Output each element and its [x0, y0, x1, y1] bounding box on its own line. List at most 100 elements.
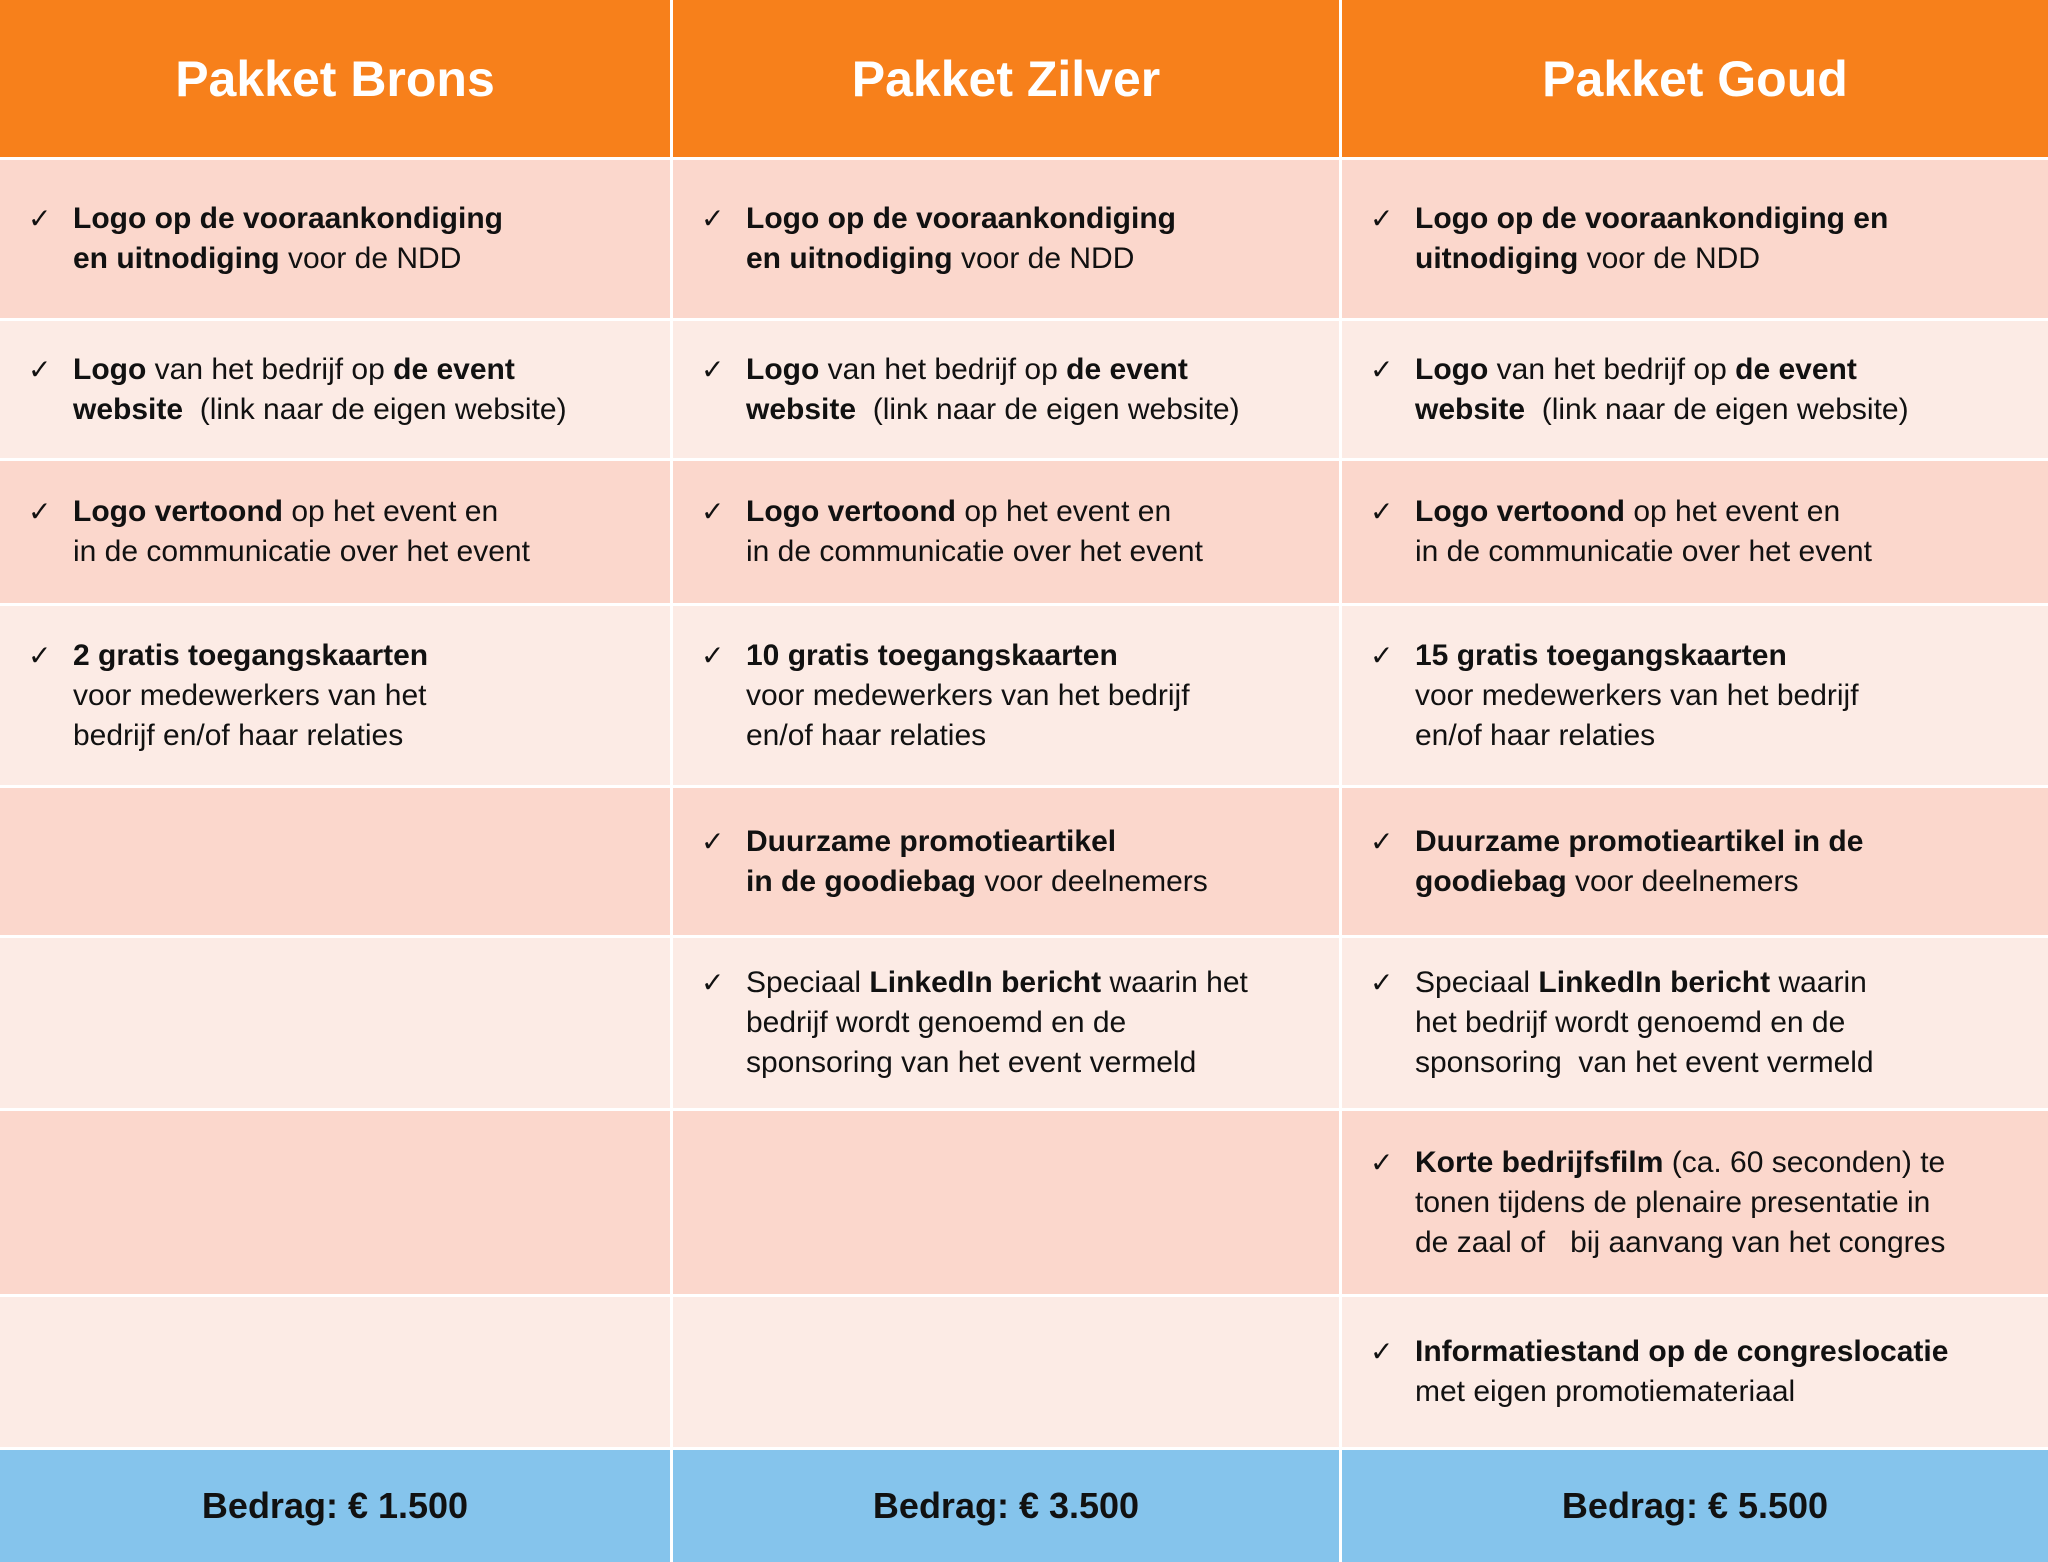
feature-cell: ✓ Logo op de vooraankondiging en uitnodigi… [673, 160, 1339, 318]
feature-line: ✓ Duurzame promotieartikel [701, 822, 1339, 862]
feature-text: website [73, 392, 184, 426]
feature-line: website (link naar de eigen website) [73, 390, 670, 430]
feature-cell [0, 938, 670, 1108]
feature-cell: ✓ Logo op de vooraankondiging en uitnodigi… [0, 160, 670, 318]
checkmark: ✓ [1370, 203, 1394, 234]
feature-cell: ✓ Logo vertoond op het event en in de comm… [1342, 461, 2048, 603]
feature-text: van het bedrijf op [146, 352, 394, 386]
checkmark: ✓ [701, 967, 725, 998]
feature-text: Speciaal [1415, 966, 1539, 999]
feature-line: en/of haar relaties [1415, 716, 2048, 756]
checkmark: ✓ [28, 353, 52, 385]
feature-line: en uitnodiging voor de NDD [73, 239, 670, 279]
feature-text: (ca. 60 seconden) te [1663, 1145, 1946, 1179]
feature-text: (link naar de eigen website) [1525, 392, 1909, 426]
feature-line: ✓ Logo vertoond op het event en [1370, 492, 2048, 532]
feature-text: (link naar de eigen website) [183, 392, 567, 426]
feature-text: in de communicatie over het event [1415, 535, 1872, 568]
checkmark: ✓ [1370, 639, 1394, 671]
feature-cell [673, 1111, 1339, 1294]
feature-text: voor deelnemers [1566, 864, 1799, 898]
feature-line: website (link naar de eigen website) [746, 390, 1339, 430]
feature-text: voor de NDD [1578, 242, 1761, 275]
feature-line: in de goodiebag voor deelnemers [746, 862, 1339, 902]
feature-text: de event [393, 352, 515, 386]
feature-text: Korte bedrijfsfilm [1415, 1145, 1664, 1179]
feature-cell: ✓ Logo van het bedrijf op de event website… [0, 321, 670, 458]
feature-text: en uitnodiging [746, 242, 953, 275]
feature-text: waarin [1770, 966, 1867, 999]
feature-line: voor medewerkers van het bedrijf [1415, 676, 2048, 716]
feature-text: goodiebag [1415, 864, 1567, 898]
feature-cell: ✓ Duurzame promotieartikel in de goodiebag… [673, 788, 1339, 935]
feature-cell: ✓ Speciaal LinkedIn bericht waarin het bed… [1342, 938, 2048, 1108]
feature-cell: ✓ Logo vertoond op het event en in de comm… [0, 461, 670, 603]
feature-line: bedrijf wordt genoemd en de [746, 1003, 1339, 1043]
feature-line: en/of haar relaties [746, 716, 1339, 756]
feature-line: ✓ Logo van het bedrijf op de event [1370, 350, 2048, 390]
feature-text: met eigen promotiemateriaal [1415, 1375, 1796, 1408]
feature-line: ✓ 2 gratis toegangskaarten [28, 636, 670, 676]
feature-text: sponsoring van het event vermeld [746, 1046, 1197, 1079]
feature-cell: ✓ Informatiestand op de congreslocatie met… [1342, 1297, 2048, 1447]
feature-cell: ✓ Korte bedrijfsfilm (ca. 60 seconden) te… [1342, 1111, 2048, 1294]
feature-text: Logo [746, 352, 820, 386]
checkmark: ✓ [701, 825, 725, 857]
feature-line: bedrijf en/of haar relaties [73, 716, 670, 756]
feature-text: voor de NDD [952, 242, 1135, 275]
feature-text: Duurzame promotieartikel [746, 824, 1117, 858]
feature-cell: ✓ Speciaal LinkedIn bericht waarin het bed… [673, 938, 1339, 1108]
feature-text: sponsoring van het event vermeld [1415, 1046, 1874, 1079]
price: Bedrag: € 3.500 [673, 1450, 1339, 1562]
feature-text: het bedrijf wordt genoemd en de [1415, 1006, 1846, 1039]
feature-text: op het event en [282, 495, 499, 528]
feature-text: Logo op de vooraankondiging [73, 202, 503, 235]
feature-text: de event [1735, 352, 1857, 386]
feature-line: goodiebag voor deelnemers [1415, 862, 2048, 902]
feature-line: sponsoring van het event vermeld [1415, 1043, 2048, 1083]
column-header: Pakket Brons [0, 0, 670, 157]
feature-line: ✓ Speciaal LinkedIn bericht waarin het [701, 963, 1339, 1003]
feature-text: Informatiestand op de congreslocatie [1415, 1335, 1949, 1368]
feature-line: ✓ Logo op de vooraankondiging en [1370, 199, 2048, 239]
feature-line: ✓ Logo op de vooraankondiging [701, 199, 1339, 239]
column-header: Pakket Goud [1342, 0, 2048, 157]
column-header: Pakket Zilver [673, 0, 1339, 157]
feature-text: LinkedIn bericht [869, 966, 1102, 999]
feature-text: uitnodiging [1415, 242, 1579, 275]
checkmark: ✓ [701, 203, 725, 234]
feature-cell: ✓ Logo vertoond op het event en in de comm… [673, 461, 1339, 603]
feature-line: met eigen promotiemateriaal [1415, 1372, 2048, 1412]
feature-line: de zaal of bij aanvang van het congres [1415, 1223, 2048, 1263]
feature-line: ✓ Duurzame promotieartikel in de [1370, 822, 2048, 862]
feature-text: van het bedrijf op [1488, 352, 1736, 386]
feature-text: voor medewerkers van het [73, 678, 427, 712]
feature-text: Logo op de vooraankondiging en [1415, 202, 1889, 235]
feature-text: Logo vertoond [73, 495, 283, 528]
feature-line: ✓ 10 gratis toegangskaarten [701, 636, 1339, 676]
feature-line: in de communicatie over het event [746, 532, 1339, 572]
checkmark: ✓ [28, 203, 52, 234]
feature-cell [673, 1297, 1339, 1447]
feature-text: 15 gratis toegangskaarten [1415, 638, 1787, 672]
feature-text: Logo vertoond [1415, 495, 1625, 528]
feature-text: voor medewerkers van het bedrijf [746, 678, 1190, 712]
feature-line: in de communicatie over het event [73, 532, 670, 572]
feature-text: Duurzame promotieartikel in de [1415, 824, 1864, 858]
feature-text: op het event en [1624, 495, 1841, 528]
feature-line: ✓ Korte bedrijfsfilm (ca. 60 seconden) te [1370, 1143, 2048, 1183]
checkmark: ✓ [1370, 353, 1394, 385]
feature-text: en uitnodiging [73, 242, 280, 275]
feature-text: waarin het [1101, 966, 1248, 999]
feature-text: op het event en [955, 495, 1172, 528]
feature-text: en/of haar relaties [746, 718, 987, 752]
price: Bedrag: € 1.500 [0, 1450, 670, 1562]
checkmark: ✓ [1370, 1336, 1394, 1367]
feature-text: voor deelnemers [976, 864, 1208, 898]
feature-line: en uitnodiging voor de NDD [746, 239, 1339, 279]
feature-text: van het bedrijf op [819, 352, 1067, 386]
checkmark: ✓ [28, 496, 52, 527]
feature-line: het bedrijf wordt genoemd en de [1415, 1003, 2048, 1043]
feature-line: ✓ Informatiestand op de congreslocatie [1370, 1332, 2048, 1372]
feature-line: ✓ 15 gratis toegangskaarten [1370, 636, 2048, 676]
